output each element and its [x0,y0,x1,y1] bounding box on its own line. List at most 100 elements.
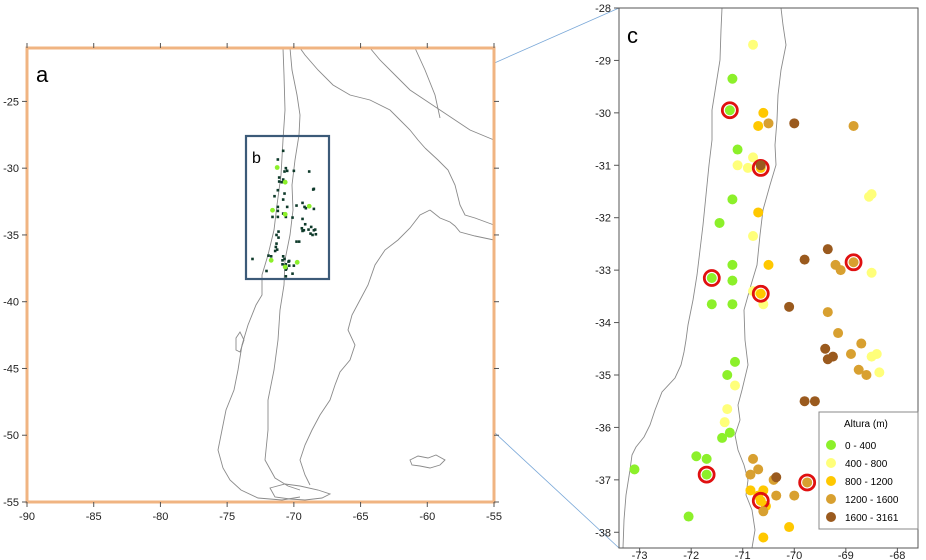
panel-a-station-marker [287,259,291,263]
panel-c-station-marker [732,160,743,171]
panel-a-station-marker [281,263,284,266]
panel-c-station-marker [833,328,844,339]
panel-a-station-marker [284,275,288,278]
panel-c-station-marker [748,39,759,50]
panel-c-station-marker [753,464,764,475]
panel-c-station-marker [724,427,735,438]
panel-c-highlight-ring [697,465,716,484]
panel-c-stations [629,39,885,543]
panel-c-station-marker [727,194,738,205]
panel-a-key-station-marker [268,257,274,263]
panel-c-station-marker [727,73,738,84]
panel-c-station-marker [822,244,833,255]
panel-a-key-station-marker [282,179,288,185]
panel-c-station-marker [853,364,864,375]
panel-a-label: a [36,62,49,87]
panel-c-station-marker [706,273,717,283]
panel-a-station-marker [297,240,301,243]
panel-a-xtick-label: -85 [86,511,102,523]
panel-a-station-marker [267,254,270,257]
panel-c-ytick-label: -30 [595,108,611,120]
panel-a-station-marker [277,236,280,239]
panel-a-station-marker [283,170,286,173]
legend-swatch [826,476,836,486]
panel-a-station-marker [281,198,285,201]
panel-c-station-marker [748,231,759,242]
panel-a-station-marker [274,245,278,249]
panel-c-ytick-label: -33 [595,265,611,277]
panel-a-station-marker [291,272,294,275]
panel-c-station-marker [748,152,759,163]
panel-a-station-marker [291,216,294,219]
panel-c-xtick-label: -72 [683,550,699,560]
panel-a-xtick-label: -55 [486,511,502,523]
panel-a-station-marker [265,269,268,273]
panel-c-ytick-label: -28 [595,3,611,15]
panel-c-xtick-label: -73 [632,550,648,560]
legend-item-label: 1200 - 1600 [845,495,899,506]
panel-a-station-marker [311,233,314,237]
panel-a-station-marker [295,204,298,207]
panel-a-station-marker [283,192,286,195]
panel-a-ytick-label: -55 [3,497,19,509]
panel-a-station-marker [276,158,280,161]
panel-a-xtick-label: -80 [152,511,168,523]
panel-c-station-marker [827,351,838,362]
panel-c-station-marker [701,453,712,464]
panel-a-station-marker [251,257,254,261]
panel-b-inset-box [244,134,331,281]
panel-a-station-marker [281,178,285,181]
panel-c-ytick-label: -32 [595,213,611,225]
legend-swatch [826,512,836,522]
panel-c-highlight-ring [702,269,721,287]
panel-c-station-marker [755,160,766,171]
panel-c-station-marker [722,404,733,415]
panel-c-station-marker [771,490,782,501]
panel-a-station-marker [314,232,318,236]
panel-b-label: b [252,150,261,167]
panel-c-station-marker [727,275,738,286]
panel-a-station-marker [283,257,286,261]
legend-title: Altura (m) [844,419,888,430]
panel-a-ytick-label: -50 [3,430,19,442]
panel-c-station-marker [848,257,859,268]
panel-c-station-marker [714,217,725,228]
panel-c-station-marker [729,380,740,391]
panel-a-station-marker [312,187,316,191]
panel-c-xtick-label: -70 [786,550,802,560]
panel-c-xtick-label: -71 [735,550,751,560]
panel-a-xtick-label: -70 [286,511,302,523]
legend-swatch [826,440,836,450]
panel-c-station-marker [802,477,813,488]
panel-a-ticks: -90 -85 -80 -75 -70 -65 -60 -55 -25 -30 -35 -40 -45 -… [3,43,502,523]
panel-c-station-marker [861,369,872,380]
panel-c-station-marker [866,189,877,200]
panel-c-station-marker [719,417,730,428]
panel-a-key-station-marker [294,259,300,265]
panel-c-station-marker [745,469,756,480]
panel-a-station-marker [292,264,296,267]
panel-c-ticks: -73 -72 -71 -70 -69 -68 -28 -29 -30 -31 -32 -33 -34 -… [595,3,905,560]
panel-a-ytick-label: -45 [3,363,19,375]
panel-c-station-marker [729,356,740,367]
panel-a-station-marker [275,242,278,245]
panel-a-xtick-label: -90 [19,511,35,523]
panel-a-station-marker [276,205,280,209]
panel-a-stations [251,149,318,278]
panel-a-station-marker [285,205,289,209]
panel-c-label: c [627,23,638,48]
panel-c-ytick-label: -38 [595,527,611,539]
panel-a-key-station-marker [282,211,288,217]
panel-a-coastlines [217,47,495,501]
panel-c-highlight-ring [798,473,817,492]
altitude-legend: Altura (m) 0 - 400 400 - 800 800 - 1200 120… [818,411,919,530]
panel-a-ytick-label: -30 [3,163,19,175]
legend-item-label: 400 - 800 [845,459,888,470]
legend-swatch [826,458,836,468]
panel-c-station-marker [753,207,764,218]
panel-a-station-marker [303,222,307,226]
panel-c-station-marker [748,453,759,464]
panel-a-key-station-marker [270,207,275,213]
legend-swatch [826,494,836,504]
